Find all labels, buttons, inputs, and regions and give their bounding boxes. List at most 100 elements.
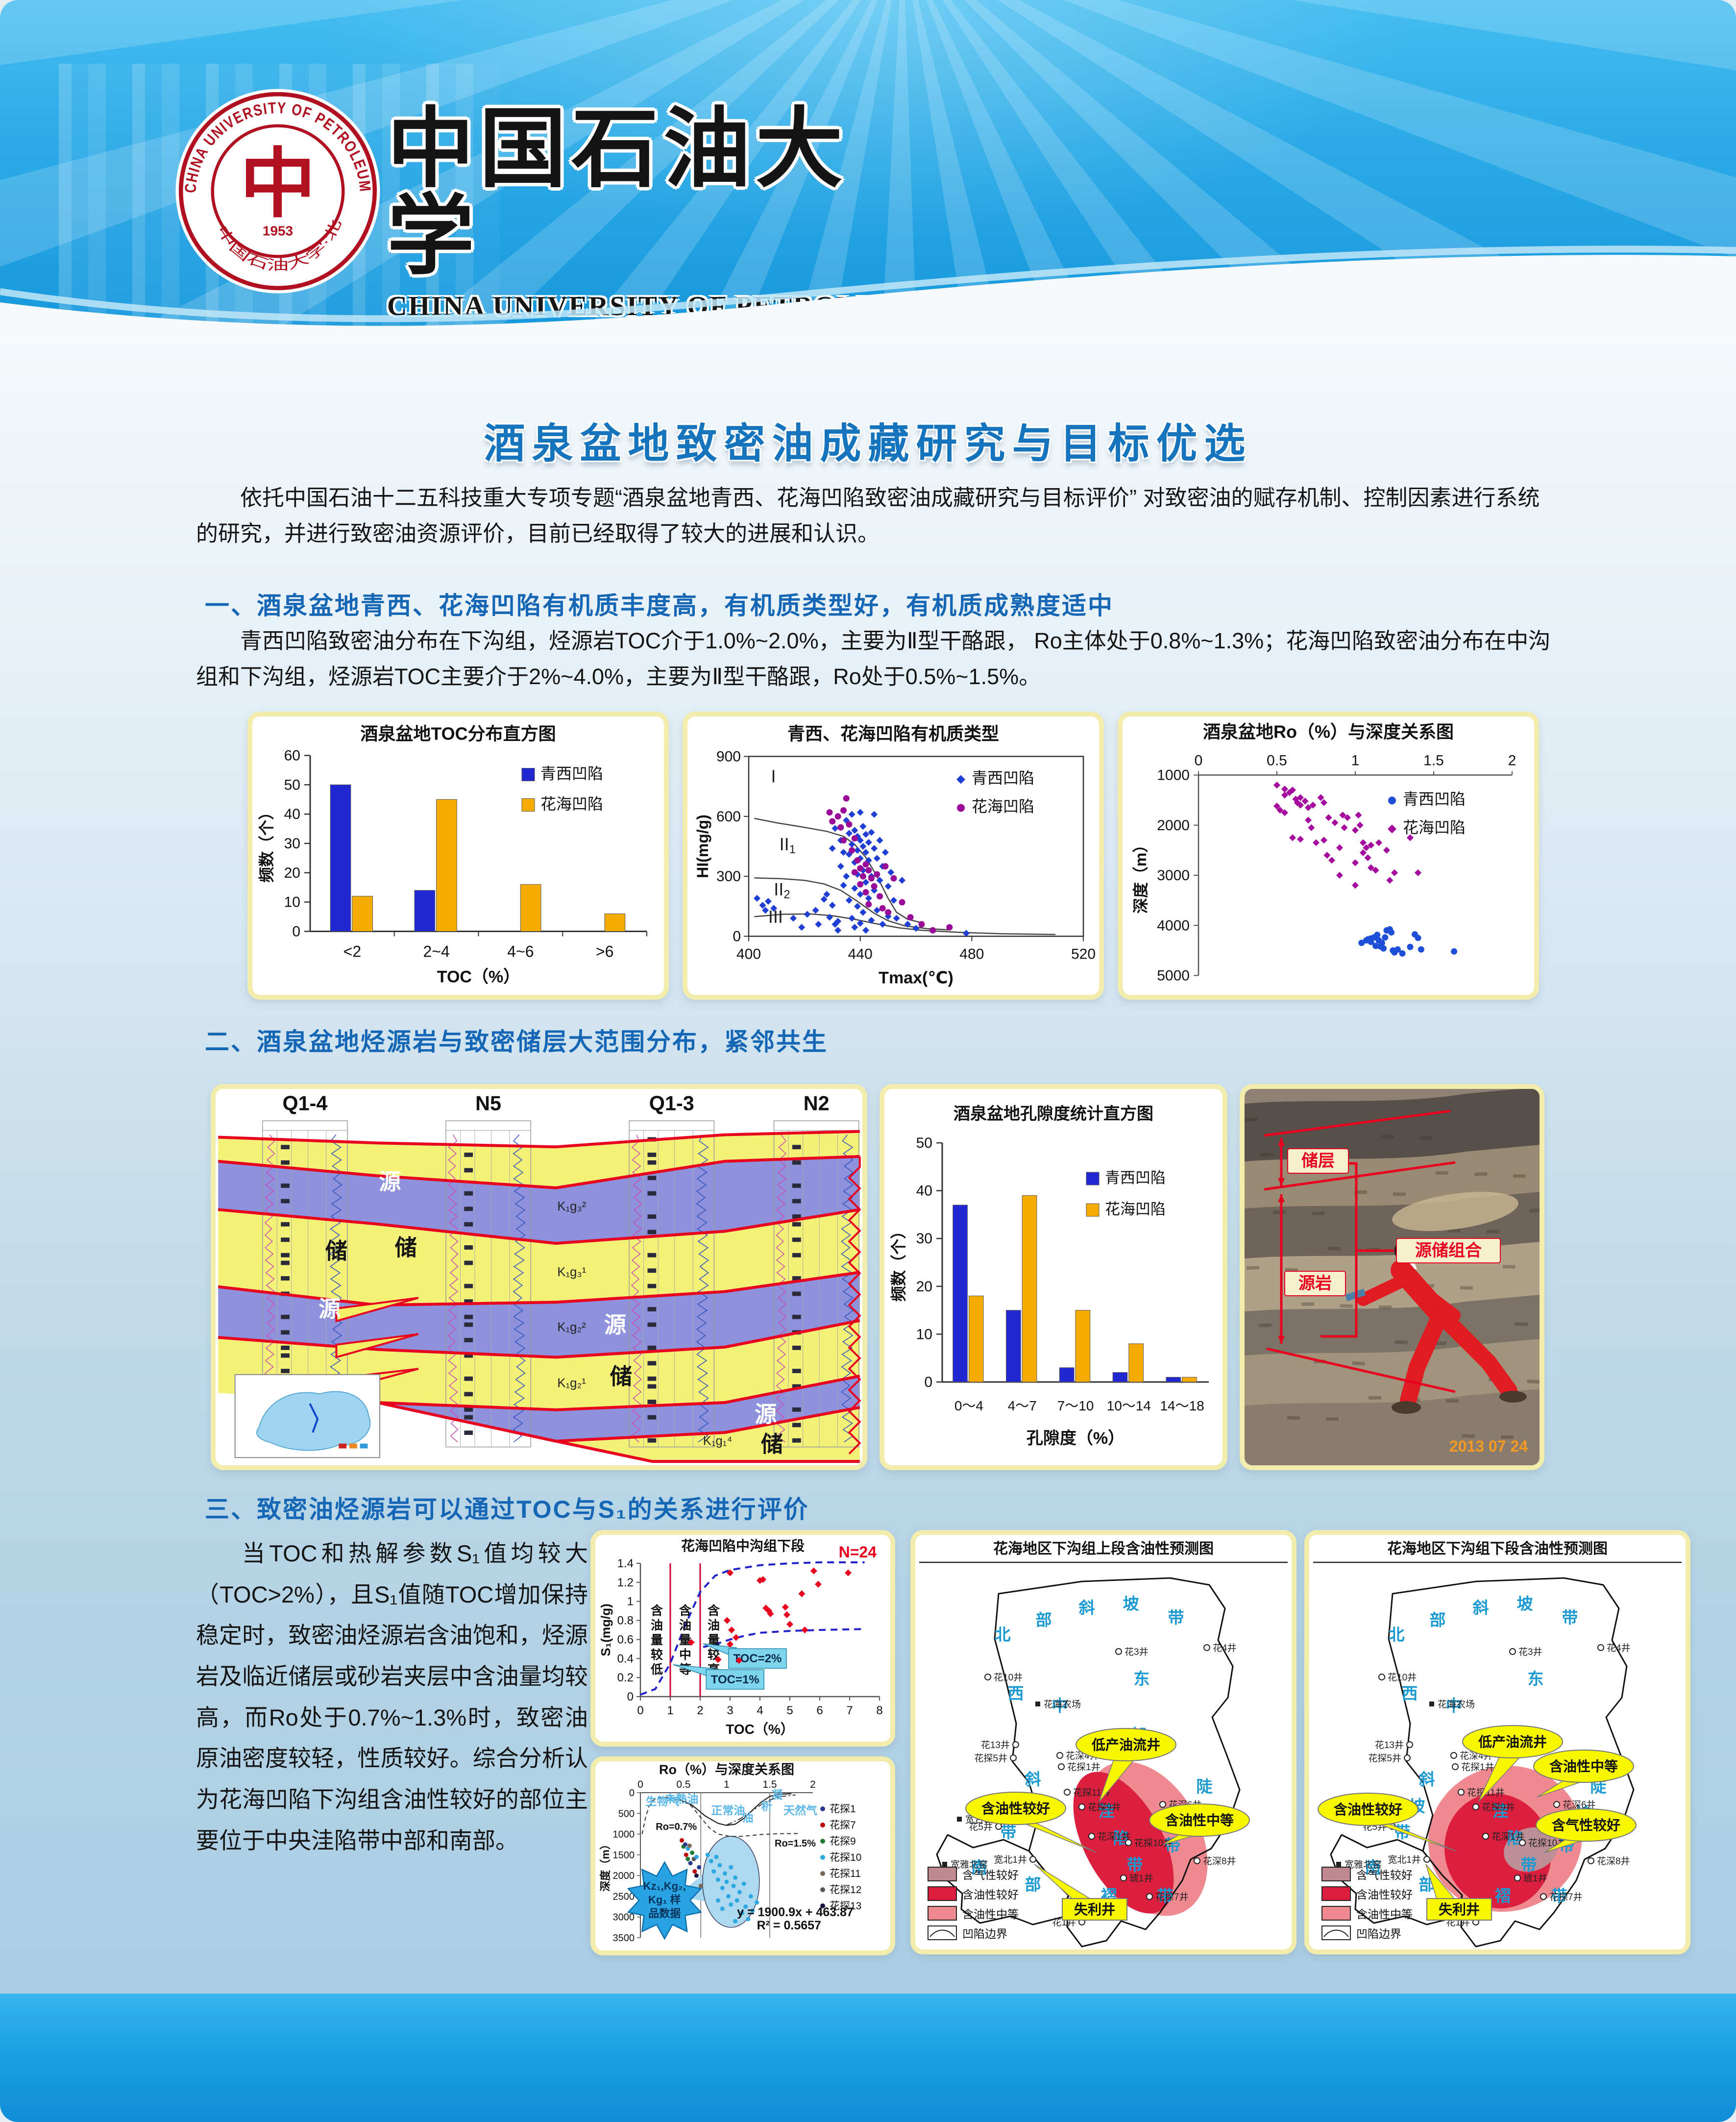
- svg-text:凹陷边界: 凹陷边界: [962, 1927, 1007, 1940]
- svg-text:K₁g₂¹: K₁g₂¹: [557, 1376, 586, 1390]
- svg-text:7: 7: [846, 1704, 853, 1717]
- svg-text:II1: II1: [780, 834, 796, 856]
- svg-text:青西凹陷: 青西凹陷: [1403, 790, 1466, 808]
- svg-text:600: 600: [716, 809, 741, 825]
- svg-text:花探10: 花探10: [830, 1852, 861, 1863]
- svg-text:青西凹陷: 青西凹陷: [1105, 1169, 1166, 1186]
- svg-text:含油性中等: 含油性中等: [1165, 1812, 1234, 1828]
- poster-footer: 中国石油大学（北京）·非常规天然气研究院 Unconventional Natu…: [0, 1994, 1736, 2122]
- svg-text:褶: 褶: [1495, 1887, 1511, 1905]
- svg-text:1000: 1000: [1157, 767, 1190, 784]
- svg-text:2013 07 24: 2013 07 24: [1449, 1437, 1528, 1455]
- svg-text:深度（m）: 深度（m）: [599, 1839, 611, 1892]
- svg-text:0: 0: [292, 924, 300, 940]
- svg-text:青西凹陷: 青西凹陷: [540, 765, 603, 783]
- svg-text:含油性较好: 含油性较好: [981, 1801, 1050, 1816]
- svg-text:带: 带: [1168, 1608, 1184, 1627]
- svg-text:K₁g₁⁴: K₁g₁⁴: [703, 1434, 733, 1448]
- svg-text:4000: 4000: [1157, 917, 1190, 934]
- well-correlation-cross-section: Q1-4 N5 Q1-3 N2源储储源源储源储K₁g₃²K₁g₃¹K₁g₂²K₁g₂¹…: [218, 1089, 861, 1465]
- svg-text:花13井: 花13井: [981, 1740, 1010, 1751]
- svg-text:20: 20: [284, 865, 300, 881]
- svg-text:含油性较好: 含油性较好: [962, 1888, 1019, 1901]
- svg-text:30: 30: [284, 836, 300, 852]
- svg-text:花海农场: 花海农场: [1044, 1699, 1081, 1710]
- svg-text:储: 储: [395, 1235, 417, 1260]
- svg-text:440: 440: [848, 946, 873, 962]
- svg-text:南: 南: [1365, 1858, 1381, 1876]
- svg-text:油: 油: [679, 1619, 691, 1632]
- svg-text:TOC=1%: TOC=1%: [711, 1673, 759, 1686]
- svg-text:酒泉盆地孔隙度统计直方图: 酒泉盆地孔隙度统计直方图: [954, 1105, 1153, 1123]
- svg-text:斜: 斜: [1419, 1770, 1435, 1788]
- svg-text:源: 源: [379, 1169, 401, 1194]
- svg-text:10～14: 10～14: [1107, 1398, 1151, 1413]
- svg-text:花探5井: 花探5井: [1368, 1753, 1401, 1764]
- svg-text:低产油流井: 低产油流井: [1091, 1737, 1160, 1752]
- svg-text:0.5: 0.5: [676, 1779, 690, 1790]
- svg-text:部: 部: [1036, 1611, 1052, 1629]
- svg-text:花探9井: 花探9井: [1482, 1802, 1515, 1813]
- svg-text:0～4: 0～4: [954, 1398, 983, 1413]
- svg-text:凹陷边界: 凹陷边界: [1356, 1927, 1401, 1940]
- svg-text:30: 30: [916, 1231, 932, 1247]
- intro-paragraph: 依托中国石油十二五科技重大专项专题“酒泉盆地青西、花海凹陷致密油成藏研究与目标评…: [196, 485, 1540, 546]
- svg-text:东: 东: [1528, 1670, 1544, 1688]
- svg-text:宽雅北窑: 宽雅北窑: [1345, 1859, 1382, 1870]
- svg-text:宽北1井: 宽北1井: [994, 1854, 1027, 1865]
- svg-text:含气性较好: 含气性较好: [962, 1869, 1019, 1881]
- svg-text:40: 40: [284, 806, 300, 822]
- prediction-map-lower: 花海地区下沟组下段含油性预测图北部斜坡带东西中部斜坡带陡坡带洼陷带南部褶带花3井…: [1309, 1535, 1686, 1949]
- chart-ro-depth-card: 酒泉盆地Ro（%）与深度关系图 0 0.5 1 1.5 2 1000 2000 3000 4000…: [1118, 712, 1539, 1000]
- svg-text:Kg₁ 样: Kg₁ 样: [648, 1894, 681, 1906]
- svg-text:1.5: 1.5: [1423, 753, 1444, 769]
- svg-text:油: 油: [651, 1619, 663, 1632]
- header-wave: [0, 246, 1736, 343]
- svg-text:20: 20: [916, 1279, 932, 1295]
- svg-text:N5: N5: [475, 1092, 501, 1114]
- svg-text:520: 520: [1071, 946, 1096, 962]
- svg-text:8: 8: [876, 1704, 882, 1717]
- svg-text:孔隙度（%）: 孔隙度（%）: [1027, 1429, 1125, 1448]
- svg-text:酒泉盆地Ro（%）与深度关系图: 酒泉盆地Ro（%）与深度关系图: [1203, 722, 1454, 742]
- svg-text:3500: 3500: [613, 1933, 635, 1944]
- svg-text:1: 1: [1351, 753, 1360, 769]
- svg-text:花海凹陷: 花海凹陷: [540, 795, 603, 813]
- svg-text:3: 3: [727, 1704, 733, 1717]
- section3-heading: 三、致密油烃源岩可以通过TOC与S₁的关系进行评价: [205, 1496, 809, 1523]
- svg-text:Ro（%）与深度关系图: Ro（%）与深度关系图: [659, 1762, 794, 1777]
- svg-text:品数据: 品数据: [648, 1907, 681, 1920]
- svg-text:析: 析: [761, 1800, 772, 1813]
- svg-text:14～18: 14～18: [1160, 1398, 1204, 1413]
- prediction-map-upper: 花海地区下沟组上段含油性预测图北部斜坡带东西中部斜坡带陡坡带洼陷带南部褶带花3井…: [915, 1535, 1292, 1949]
- svg-text:Ro=1.5%: Ro=1.5%: [775, 1838, 816, 1849]
- svg-text:2000: 2000: [1157, 817, 1190, 834]
- s1-toc-scatter-chart: 花海凹陷中沟组下段 N=24 0 1 2 3 4 5 6 7 8 0 0.2 0.4 0.6 0.8 1 1.2 1…: [598, 1538, 883, 1737]
- svg-text:0.2: 0.2: [617, 1671, 634, 1684]
- svg-text:0: 0: [1195, 753, 1203, 769]
- svg-text:含: 含: [679, 1604, 692, 1618]
- poster-header: CHINA UNIVERSITY OF PETROLEUM 中国石油大学·北京 …: [0, 0, 1736, 343]
- svg-text:失利井: 失利井: [1439, 1902, 1480, 1917]
- seal-year: 1953: [263, 223, 293, 238]
- svg-text:Q1-3: Q1-3: [649, 1092, 694, 1114]
- svg-text:N=24: N=24: [839, 1543, 877, 1561]
- svg-text:油: 油: [742, 1811, 754, 1824]
- svg-text:300: 300: [716, 868, 741, 885]
- svg-text:斜: 斜: [1079, 1599, 1095, 1617]
- oil-prediction-map-upper-card: 花海地区下沟组上段含油性预测图北部斜坡带东西中部斜坡带陡坡带洼陷带南部褶带花3井…: [910, 1530, 1296, 1954]
- svg-text:4～7: 4～7: [1008, 1398, 1037, 1413]
- svg-text:6: 6: [816, 1704, 823, 1717]
- svg-text:0.4: 0.4: [617, 1652, 634, 1665]
- svg-text:40: 40: [916, 1183, 932, 1199]
- svg-text:N2: N2: [804, 1092, 830, 1114]
- svg-text:TOC=2%: TOC=2%: [733, 1652, 782, 1665]
- svg-text:中: 中: [1446, 1697, 1462, 1715]
- svg-text:花深8井: 花深8井: [1203, 1856, 1236, 1867]
- svg-text:带: 带: [1521, 1856, 1537, 1874]
- svg-text:源储组合: 源储组合: [1415, 1241, 1482, 1260]
- svg-text:0.5: 0.5: [1267, 753, 1287, 769]
- svg-text:东: 东: [1134, 1670, 1150, 1688]
- svg-text:花探13: 花探13: [830, 1900, 861, 1912]
